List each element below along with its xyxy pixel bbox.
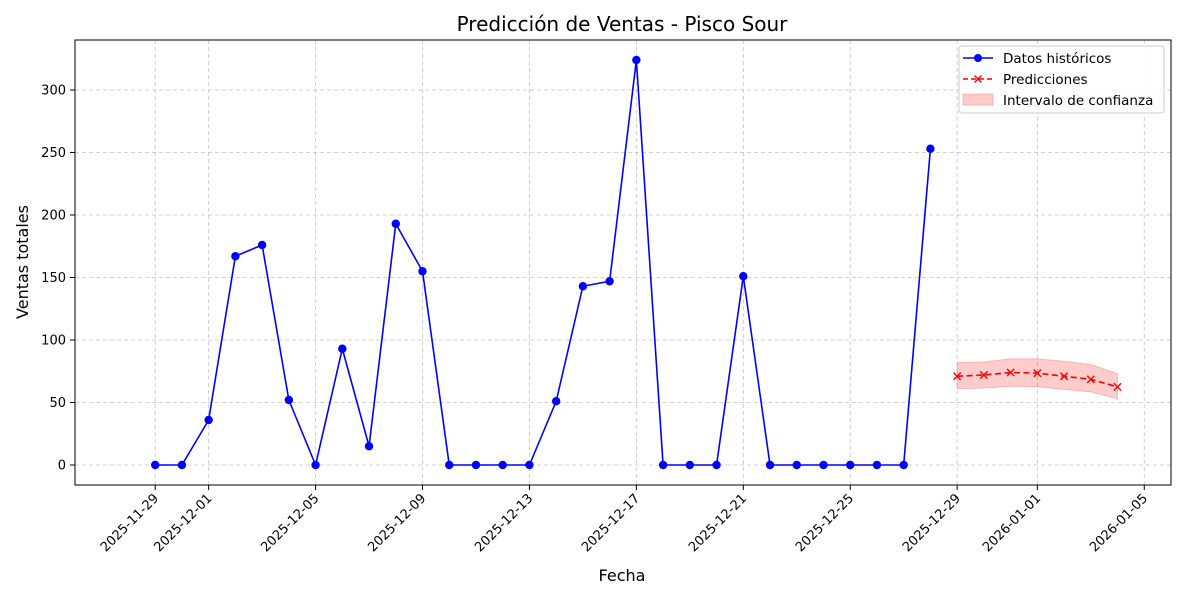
x-tick-label: 2025-12-25 — [793, 491, 857, 555]
x-tick-label: 2025-12-09 — [365, 491, 429, 555]
y-axis-title: Ventas totales — [13, 205, 32, 319]
y-tick-label: 150 — [41, 271, 66, 286]
data-point — [364, 442, 374, 451]
data-point — [177, 460, 187, 470]
x-tick-label: 2026-01-05 — [1087, 491, 1151, 555]
data-point — [1086, 375, 1095, 384]
legend-confidence-label: Intervalo de confianza — [1003, 93, 1153, 109]
plot-frame — [74, 39, 1172, 486]
legend: Datos históricos Predicciones Intervalo … — [958, 45, 1165, 114]
grid-layer — [75, 40, 1171, 485]
data-point — [765, 460, 775, 470]
data-point — [391, 219, 400, 228]
data-point — [204, 415, 213, 425]
data-point — [979, 370, 988, 380]
x-tick-label: 2025-12-01 — [151, 491, 215, 555]
confidence-interval-band — [956, 358, 1119, 400]
data-point — [498, 460, 507, 470]
x-axis-title: Fecha — [599, 566, 646, 585]
data-point — [445, 460, 454, 470]
data-point — [658, 460, 668, 470]
y-tick-label: 250 — [41, 146, 66, 161]
x-tick-label: 2026-01-01 — [980, 491, 1044, 555]
legend-predictions-label: Predicciones — [1003, 72, 1088, 88]
data-point — [257, 240, 267, 250]
data-point — [926, 144, 935, 153]
data-point — [551, 397, 561, 406]
data-point — [872, 460, 882, 470]
chart-title: Predicción de Ventas - Pisco Sour — [457, 12, 789, 36]
data-point — [632, 55, 641, 65]
y-tick-label: 200 — [41, 209, 66, 224]
legend-entry-predictions: Predicciones — [963, 72, 1088, 88]
data-point — [819, 460, 828, 470]
data-point — [685, 460, 695, 470]
y-tick-label: 50 — [49, 396, 66, 411]
series-line — [155, 59, 932, 466]
legend-confidence-swatch-icon — [962, 93, 994, 106]
data-point — [311, 460, 320, 470]
data-point — [1113, 382, 1122, 391]
x-tick-label: 2025-12-29 — [900, 491, 964, 555]
y-tick-label: 300 — [41, 84, 66, 99]
legend-historical-label: Datos históricos — [1003, 51, 1111, 67]
x-tick-label: 2025-12-21 — [686, 491, 750, 555]
legend-box — [958, 45, 1165, 114]
data-point — [231, 252, 240, 261]
data-point — [846, 460, 855, 470]
data-point — [578, 282, 588, 291]
data-point — [739, 272, 748, 281]
series-historical — [150, 55, 935, 470]
data-point — [338, 344, 347, 353]
series-predictions — [953, 368, 1122, 391]
data-point — [471, 460, 481, 470]
x-tick-label: 2025-12-13 — [472, 491, 536, 555]
data-point — [1006, 368, 1015, 377]
data-point — [150, 460, 160, 470]
legend-entry-historical: Datos históricos — [963, 51, 1111, 67]
data-point — [899, 460, 908, 470]
data-point — [792, 460, 801, 470]
data-point — [284, 395, 294, 405]
y-tick-label: 100 — [41, 334, 66, 349]
data-point — [712, 460, 721, 470]
data-point — [418, 267, 427, 276]
y-tick-label: 0 — [58, 459, 66, 474]
data-point — [1059, 372, 1069, 381]
x-tick-label: 2025-12-05 — [258, 491, 322, 555]
confidence-band-layer — [956, 358, 1119, 400]
data-point — [525, 460, 534, 470]
legend-entry-confidence: Intervalo de confianza — [962, 93, 1153, 109]
legend-historical-marker-icon — [974, 54, 982, 62]
legend-predictions-marker-icon — [974, 75, 982, 83]
x-tick-label: 2025-12-17 — [579, 491, 643, 555]
series-layer — [150, 55, 1122, 470]
data-point — [1033, 369, 1042, 378]
data-point — [953, 372, 962, 381]
data-point — [605, 277, 614, 286]
